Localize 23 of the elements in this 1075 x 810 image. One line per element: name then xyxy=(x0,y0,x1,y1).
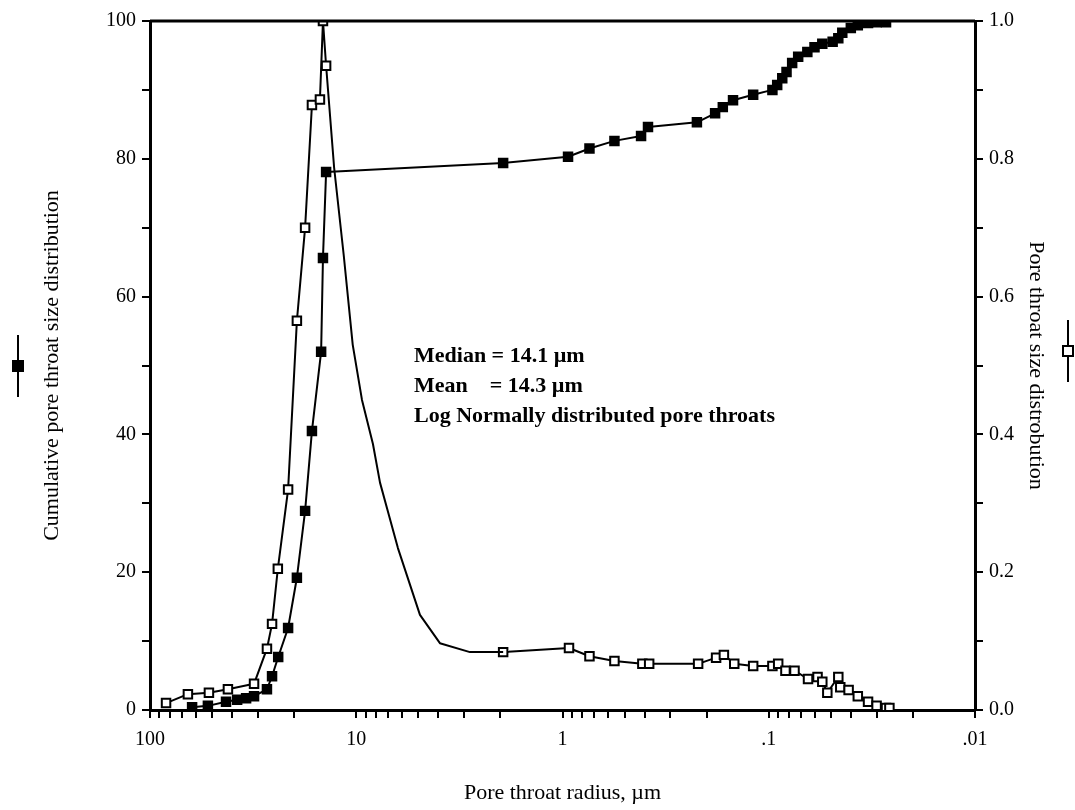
x-tick-label: 10 xyxy=(346,727,367,750)
y2-tick-label: 0.0 xyxy=(989,697,1014,720)
annotation: Mean = 14.3 µm xyxy=(414,371,583,397)
y2-axis-title: Pore throat size distrobution xyxy=(1025,241,1051,490)
x-tick-label: .01 xyxy=(962,727,988,750)
y-tick-label: 100 xyxy=(106,8,136,31)
y-tick-label: 20 xyxy=(116,559,136,582)
x-tick-label: 1 xyxy=(557,727,568,750)
y-axis-title: Cumulative pore throat size distribution xyxy=(37,190,63,541)
annotation: Median = 14.1 µm xyxy=(414,341,585,367)
y-tick-label: 40 xyxy=(116,421,136,444)
y-tick-label: 80 xyxy=(116,146,136,169)
x-axis-title: Pore throat radius, µm xyxy=(463,778,662,804)
y2-tick-label: 0.2 xyxy=(989,559,1014,582)
annotation: Log Normally distributed pore throats xyxy=(414,401,776,427)
y2-tick-label: 0.4 xyxy=(989,421,1014,444)
y-tick-label: 0 xyxy=(126,697,136,720)
x-tick-label: .1 xyxy=(761,727,777,750)
y2-tick-label: 0.6 xyxy=(989,283,1014,306)
x-tick-label: 100 xyxy=(135,727,165,750)
y-tick-label: 60 xyxy=(116,283,136,306)
y2-tick-label: 0.8 xyxy=(989,146,1014,169)
y2-tick-label: 1.0 xyxy=(989,8,1014,31)
